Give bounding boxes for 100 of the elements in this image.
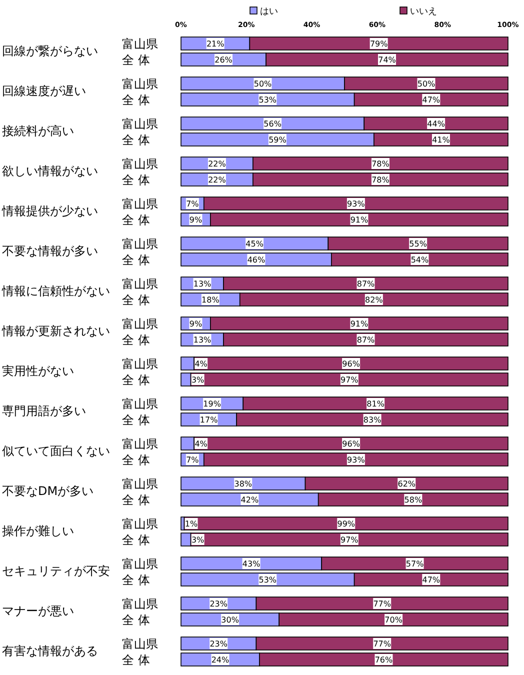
data-label: 53% <box>258 96 277 104</box>
data-label: 83% <box>363 416 382 424</box>
data-label: 4% <box>194 440 208 448</box>
data-label: 78% <box>372 176 390 184</box>
data-label: 47% <box>422 576 440 584</box>
y-tick-label: 富山県 <box>122 437 158 451</box>
y-tick-label: 富山県 <box>122 277 158 291</box>
legend-label: はい <box>260 7 278 17</box>
data-label: 21% <box>206 40 225 48</box>
data-label: 59% <box>268 136 287 144</box>
y-tick-label: 富山県 <box>122 197 158 211</box>
y-tick-label: 富山県 <box>122 157 158 171</box>
y-tick-label: 富山県 <box>122 37 158 51</box>
text: 似ていて面白くない <box>2 444 110 458</box>
text: 回線速度が遅い <box>2 84 86 98</box>
data-label: 9% <box>189 320 202 328</box>
data-label: 43% <box>242 560 261 568</box>
data-label: 79% <box>370 40 388 48</box>
text: 実用性がない <box>2 364 74 378</box>
data-label: 38% <box>234 480 252 488</box>
y-tick-label: 富山県 <box>122 317 158 331</box>
data-label: 44% <box>427 120 446 128</box>
y-tick-label: 全 体 <box>122 613 150 627</box>
y-tick-label: 富山県 <box>122 357 158 371</box>
y-tick-label: 全 体 <box>122 253 150 267</box>
y-tick-label: 全 体 <box>122 493 150 507</box>
y-tick-label: 全 体 <box>122 413 150 427</box>
text: 欲しい情報がない <box>2 164 98 178</box>
data-label: 50% <box>254 80 272 88</box>
text: 操作が難しい <box>2 524 74 538</box>
text: 専門用語が多い <box>2 404 86 418</box>
data-label: 82% <box>365 296 384 304</box>
y-tick-label: 富山県 <box>122 77 158 91</box>
data-label: 76% <box>374 656 394 664</box>
y-tick-label: 全 体 <box>122 53 150 67</box>
data-label: 96% <box>342 440 360 448</box>
data-label: 22% <box>208 176 226 184</box>
data-label: 47% <box>422 96 440 104</box>
y-tick-label: 全 体 <box>122 533 150 547</box>
y-tick-label: 全 体 <box>122 173 150 187</box>
data-label: 77% <box>373 640 392 648</box>
y-tick-label: 富山県 <box>122 557 158 571</box>
data-label: 17% <box>200 416 218 424</box>
data-label: 45% <box>246 240 264 248</box>
text: 情報に信頼性がない <box>1 284 110 298</box>
y-tick-label: 富山県 <box>122 477 158 491</box>
y-tick-label: 全 体 <box>122 293 150 307</box>
data-label: 22% <box>208 160 226 168</box>
data-label: 54% <box>410 256 429 264</box>
y-tick-label: 全 体 <box>122 573 150 587</box>
y-tick-label: 富山県 <box>122 517 158 531</box>
data-label: 42% <box>240 496 259 504</box>
data-label: 26% <box>214 56 233 64</box>
data-label: 3% <box>191 536 205 544</box>
data-label: 91% <box>350 216 369 224</box>
data-label: 1% <box>184 520 198 528</box>
text: 情報提供が少ない <box>1 204 98 218</box>
text: 有害な情報がある <box>2 644 98 658</box>
data-label: 7% <box>186 456 200 464</box>
y-tick-label: 全 体 <box>122 93 150 107</box>
y-tick-label: 富山県 <box>122 117 158 131</box>
data-label: 13% <box>193 280 212 288</box>
y-tick-label: 富山県 <box>122 597 158 611</box>
data-label: 18% <box>202 296 220 304</box>
data-label: 97% <box>340 376 359 384</box>
text: マナーが悪い <box>2 604 74 618</box>
y-tick-label: 全 体 <box>122 133 150 147</box>
text: 接続料が高い <box>2 124 74 138</box>
y-tick-label: 富山県 <box>122 237 158 251</box>
text: セキュリティが不安 <box>2 564 110 578</box>
y-tick-label: 全 体 <box>122 213 150 227</box>
data-label: 62% <box>398 480 416 488</box>
data-label: 23% <box>210 600 228 608</box>
data-label: 55% <box>409 240 428 248</box>
data-label: 57% <box>406 560 424 568</box>
y-tick-label: 全 体 <box>122 373 150 387</box>
data-label: 50% <box>417 80 436 88</box>
data-label: 19% <box>203 400 222 408</box>
data-label: 87% <box>356 280 376 288</box>
data-label: 93% <box>347 456 366 464</box>
text: 回線が繋がらない <box>2 44 98 58</box>
data-label: 77% <box>373 600 392 608</box>
text: 不要な情報が多い <box>2 244 98 258</box>
y-tick-label: 全 体 <box>122 333 150 347</box>
data-label: 91% <box>350 320 369 328</box>
y-tick-label: 富山県 <box>122 397 158 411</box>
data-label: 56% <box>264 120 282 128</box>
data-label: 24% <box>211 656 230 664</box>
data-label: 3% <box>191 376 205 384</box>
data-label: 96% <box>342 360 360 368</box>
data-label: 81% <box>366 400 385 408</box>
data-label: 41% <box>432 136 450 144</box>
data-label: 23% <box>210 640 228 648</box>
data-label: 4% <box>194 360 208 368</box>
data-label: 87% <box>356 336 376 344</box>
legend-label: いいえ <box>410 7 437 17</box>
data-label: 99% <box>337 520 356 528</box>
data-label: 53% <box>258 576 277 584</box>
data-label: 93% <box>347 200 366 208</box>
data-label: 7% <box>186 200 200 208</box>
